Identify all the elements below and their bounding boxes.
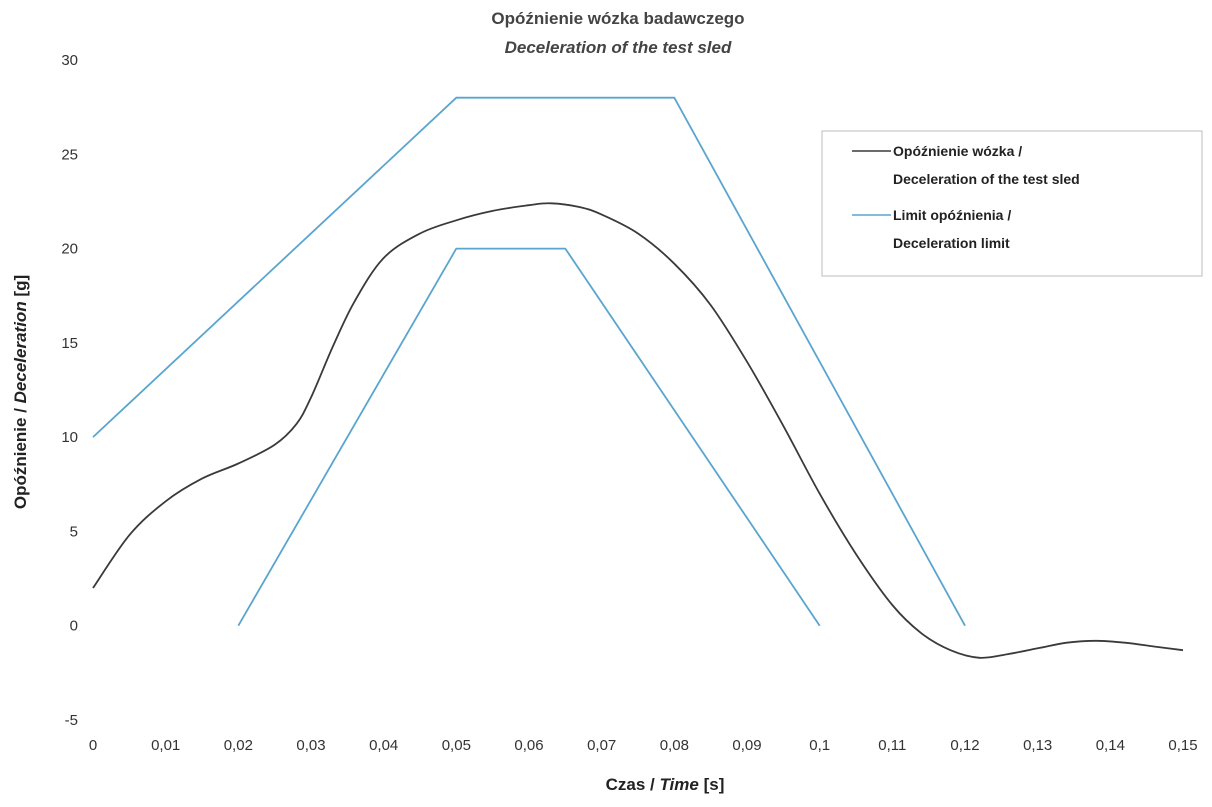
y-tick-label: 25 <box>61 146 78 163</box>
x-tick-label: 0,12 <box>950 737 979 754</box>
x-tick-label: 0,08 <box>660 737 689 754</box>
x-tick-label: 0,04 <box>369 737 398 754</box>
x-tick-label: 0,05 <box>442 737 471 754</box>
y-axis-label: Opóźnienie / Deceleration [g] <box>11 275 30 509</box>
y-tick-label: -5 <box>65 712 78 729</box>
series-line-limit-upper <box>92 96 966 627</box>
x-tick-label: 0,01 <box>151 737 180 754</box>
y-tick-label: 0 <box>70 618 78 635</box>
y-axis-ticks: 30 25 20 15 10 5 0 -5 <box>61 52 78 729</box>
y-tick-label: 10 <box>61 429 78 446</box>
x-axis-label-italic: Time <box>659 775 698 794</box>
x-tick-label: 0,06 <box>514 737 543 754</box>
legend-label-sled-line1: Opóźnienie wózka / <box>893 143 1022 159</box>
legend-label-limit-line2: Deceleration limit <box>893 235 1010 251</box>
x-axis-label: Czas / Time [s] <box>606 775 725 794</box>
chart-subtitle: Deceleration of the test sled <box>505 38 732 57</box>
series-layer <box>92 96 1184 659</box>
x-tick-label: 0,15 <box>1168 737 1197 754</box>
legend-box <box>821 130 1203 277</box>
x-axis-label-unit: [s] <box>699 775 725 794</box>
x-tick-label: 0,03 <box>296 737 325 754</box>
legend: Opóźnienie wózka / Deceleration of the t… <box>821 130 1203 277</box>
legend-label-sled-line2: Deceleration of the test sled <box>893 171 1080 187</box>
x-tick-label: 0,07 <box>587 737 616 754</box>
x-tick-label: 0,1 <box>809 737 830 754</box>
x-axis-ticks: 0 0,01 0,02 0,03 0,04 0,05 0,06 0,07 0,08 0,09 0,1… <box>89 737 1198 754</box>
x-tick-label: 0,09 <box>732 737 761 754</box>
legend-label-limit-line1: Limit opóźnienia / <box>893 207 1011 223</box>
chart-title: Opóźnienie wózka badawczego <box>491 9 744 28</box>
x-tick-label: 0 <box>89 737 97 754</box>
series-line-sled-deceleration <box>92 202 1184 659</box>
y-tick-label: 15 <box>61 335 78 352</box>
y-tick-label: 5 <box>70 523 78 540</box>
x-tick-label: 0,14 <box>1096 737 1125 754</box>
x-tick-label: 0,13 <box>1023 737 1052 754</box>
y-axis-label-part: Opóźnienie / <box>11 403 30 509</box>
x-tick-label: 0,11 <box>878 737 906 754</box>
y-axis-label-italic: Deceleration <box>11 301 30 403</box>
x-tick-label: 0,02 <box>224 737 253 754</box>
x-axis-label-part: Czas / <box>606 775 660 794</box>
y-tick-label: 20 <box>61 241 78 258</box>
y-tick-label: 30 <box>61 52 78 69</box>
y-axis-label-unit: [g] <box>11 275 30 301</box>
series-line-limit-lower <box>237 247 821 627</box>
